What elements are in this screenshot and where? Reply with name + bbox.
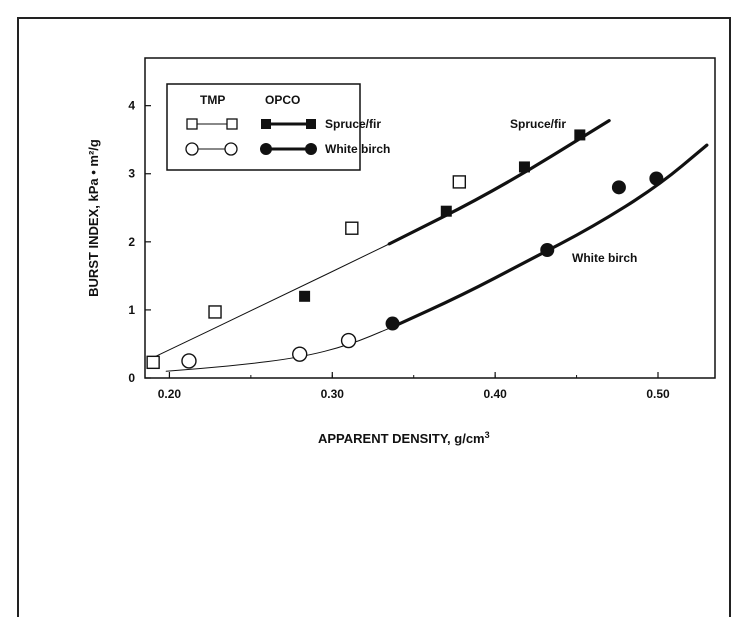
point-filled-circle-1	[385, 316, 400, 331]
y-tick-label: 2	[128, 235, 135, 249]
legend-open-circle-marker-2	[224, 142, 238, 156]
legend-label-white-birch: White birch	[325, 142, 390, 156]
point-open-circle-3	[340, 332, 357, 349]
fit-line-3	[165, 326, 394, 372]
point-filled-circle-4	[649, 171, 664, 186]
x-axis-title-text: APPARENT DENSITY, g/cm	[318, 431, 485, 446]
legend-open-circle-marker	[185, 142, 199, 156]
legend-open-square-marker-2	[226, 118, 238, 130]
plot-area	[144, 57, 716, 379]
x-tick-label: 0.20	[158, 387, 182, 401]
fit-line-1	[152, 243, 390, 359]
y-axis-ticks: 0 1 2 3 4	[128, 99, 151, 385]
legend-label-spruce-fir: Spruce/fir	[325, 117, 381, 131]
annotation-spruce-fir: Spruce/fir	[510, 117, 566, 131]
legend-open-square-marker	[186, 118, 198, 130]
x-tick-label: 0.50	[646, 387, 670, 401]
point-filled-square-2	[440, 205, 452, 217]
point-filled-circle-2	[540, 243, 555, 257]
point-open-square-2	[208, 305, 222, 319]
point-filled-circle-3	[611, 180, 626, 195]
legend-header-tmp: TMP	[200, 93, 225, 107]
point-open-square-4	[452, 175, 467, 189]
y-axis-title: BURST INDEX, kPa • m²/g	[86, 139, 101, 297]
y-tick-label: 1	[128, 303, 135, 317]
point-open-circle-1	[181, 353, 197, 369]
x-tick-label: 0.40	[483, 387, 507, 401]
figure-frame	[17, 17, 731, 617]
legend-filled-circle-marker-2	[305, 143, 317, 155]
point-filled-square-1	[299, 290, 311, 302]
y-tick-label: 3	[128, 167, 135, 181]
x-axis-title-superscript: 3	[485, 430, 490, 440]
point-filled-square-3	[518, 161, 530, 173]
point-open-square-1	[146, 355, 160, 370]
y-tick-label: 0	[128, 371, 135, 385]
x-tick-label: 0.30	[321, 387, 345, 401]
annotation-white-birch: White birch	[572, 251, 637, 265]
data-points	[146, 129, 664, 370]
legend-header-opco: OPCO	[265, 93, 300, 107]
point-open-square-3	[345, 221, 359, 235]
legend-filled-square-marker-2	[306, 119, 316, 129]
x-axis-title: APPARENT DENSITY, g/cm3	[318, 430, 490, 446]
y-tick-label: 4	[128, 99, 135, 113]
fit-line-4	[390, 143, 709, 329]
legend-filled-circle-marker	[260, 143, 272, 155]
x-axis-ticks: 0.20 0.30 0.40 0.50	[158, 372, 670, 401]
point-filled-square-4	[574, 129, 586, 141]
legend: TMP OPCO Spruce/fir White birch	[166, 83, 390, 171]
legend-filled-square-marker	[261, 119, 271, 129]
point-open-circle-2	[292, 346, 308, 362]
